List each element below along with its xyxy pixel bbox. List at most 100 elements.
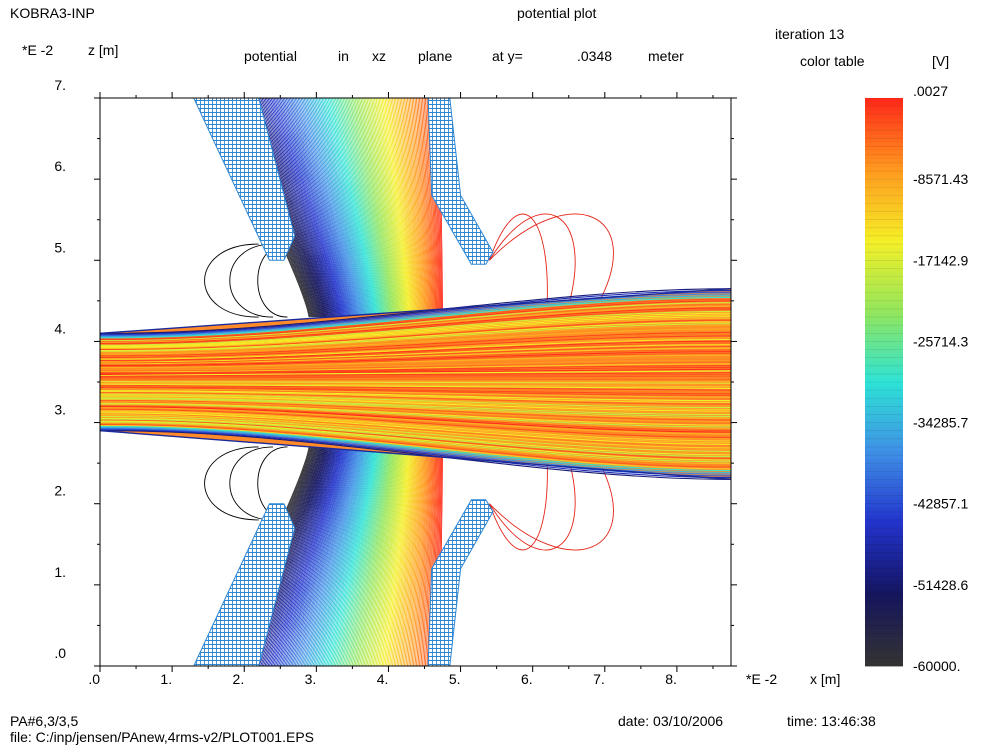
colorbar-band xyxy=(865,244,903,249)
colorbar-tick-label: -25714.3 xyxy=(913,333,968,349)
equipotential-upper xyxy=(420,98,433,318)
equipotential-lower xyxy=(364,446,400,666)
x-tick-label: 8. xyxy=(665,671,677,687)
colorbar-band xyxy=(865,609,903,614)
colorbar-band xyxy=(865,231,903,237)
equipotential-upper xyxy=(333,98,381,318)
equipotential-lower xyxy=(412,446,428,666)
equipotential-lower xyxy=(375,446,406,666)
equipotential-upper xyxy=(309,98,366,318)
beam-equipotential xyxy=(100,338,731,360)
colorbar-band xyxy=(865,434,903,440)
equipotential-upper xyxy=(258,98,336,318)
equipotential-upper xyxy=(277,98,348,318)
equipotential-upper xyxy=(402,98,422,318)
colorbar-band xyxy=(865,211,903,217)
beam-equipotential xyxy=(100,403,731,428)
equipotential-lower xyxy=(384,446,411,666)
equipotential-lower xyxy=(310,446,367,666)
equipotential-lower xyxy=(423,446,435,666)
equipotential-upper xyxy=(253,98,333,318)
equipotential-lower xyxy=(304,446,364,666)
beam-equipotential xyxy=(100,417,731,456)
beam-equipotential xyxy=(100,391,731,405)
beam-equipotential xyxy=(100,377,731,380)
beam-equipotential xyxy=(100,389,731,400)
colorbar-band xyxy=(865,572,903,578)
colorbar-band xyxy=(865,515,903,521)
colorbar-band xyxy=(865,633,903,638)
colorbar-band xyxy=(865,361,903,367)
colorbar-band xyxy=(865,264,903,269)
equipotential-upper xyxy=(421,98,434,318)
equipotential-upper xyxy=(327,98,377,318)
z-tick-label: 7. xyxy=(54,77,66,93)
beam-equipotential xyxy=(100,390,731,403)
beam-equipotential xyxy=(100,337,731,359)
equipotential-lower xyxy=(268,446,342,666)
colorbar-tick-label: -17142.9 xyxy=(913,252,968,268)
equipotential-upper xyxy=(357,98,395,318)
equipotential-lower xyxy=(265,446,341,666)
equipotential-lower xyxy=(369,446,402,666)
equipotential-lower xyxy=(402,446,422,666)
colorbar-band xyxy=(865,171,903,176)
colorbar-band xyxy=(865,227,903,233)
colorbar-band xyxy=(865,597,903,602)
equipotential-upper xyxy=(288,98,354,318)
colorbar-band xyxy=(865,467,903,472)
colorbar-band xyxy=(865,422,903,428)
equipotential-lower xyxy=(339,446,384,666)
colorbar-band xyxy=(865,280,903,286)
beam-equipotential xyxy=(100,307,731,344)
equipotential-lower xyxy=(349,446,391,666)
equipotential-lower xyxy=(313,446,369,666)
equipotential-lower xyxy=(330,446,379,666)
colorbar-band xyxy=(865,613,903,618)
beam-equipotential xyxy=(100,344,731,363)
equipotential-lower xyxy=(292,446,357,666)
equipotential-lower xyxy=(255,446,334,666)
beam-equipotential xyxy=(100,331,731,357)
equipotential-lower xyxy=(309,446,366,666)
equipotential-lower xyxy=(274,446,346,666)
equipotential-upper xyxy=(370,98,403,318)
equipotential-upper xyxy=(267,98,341,318)
x-tick-label: .0 xyxy=(88,671,100,687)
beam-equipotential xyxy=(100,298,731,340)
beam-equipotential xyxy=(100,427,731,475)
equipotential-upper xyxy=(384,98,411,318)
equipotential-lower xyxy=(294,446,358,666)
beam-equipotential xyxy=(100,424,731,470)
equipotential-upper xyxy=(264,98,340,318)
z-tick-label: 6. xyxy=(54,158,66,174)
equipotential-upper xyxy=(298,98,360,318)
equipotential-upper xyxy=(336,98,383,318)
colorbar-band xyxy=(865,617,903,622)
equipotential-upper xyxy=(372,98,404,318)
equipotential-lower xyxy=(385,446,412,666)
colorbar-band xyxy=(865,357,903,363)
beam-equipotential xyxy=(100,366,731,375)
equipotential-upper xyxy=(381,98,409,318)
equipotential-lower xyxy=(342,446,386,666)
equipotential-lower xyxy=(348,446,390,666)
beam-equipotential xyxy=(100,409,731,440)
beam-equipotential xyxy=(100,399,731,421)
equipotential-lower xyxy=(351,446,392,666)
equipotential-upper xyxy=(418,98,432,318)
beam-equipotential xyxy=(100,316,731,349)
colorbar-band xyxy=(865,158,903,164)
equipotential-upper xyxy=(340,98,385,318)
beam-equipotential xyxy=(100,419,731,459)
colorbar-band xyxy=(865,288,903,294)
colorbar-band xyxy=(865,471,903,476)
equipotential-upper xyxy=(375,98,406,318)
beam-equipotential xyxy=(100,406,731,433)
colorbar-band xyxy=(865,503,903,509)
equipotential-lower xyxy=(415,446,430,666)
equipotential-upper xyxy=(282,98,350,318)
equipotential-upper xyxy=(394,98,418,318)
beam-equipotential xyxy=(100,404,731,430)
colorbar-band xyxy=(865,637,903,643)
